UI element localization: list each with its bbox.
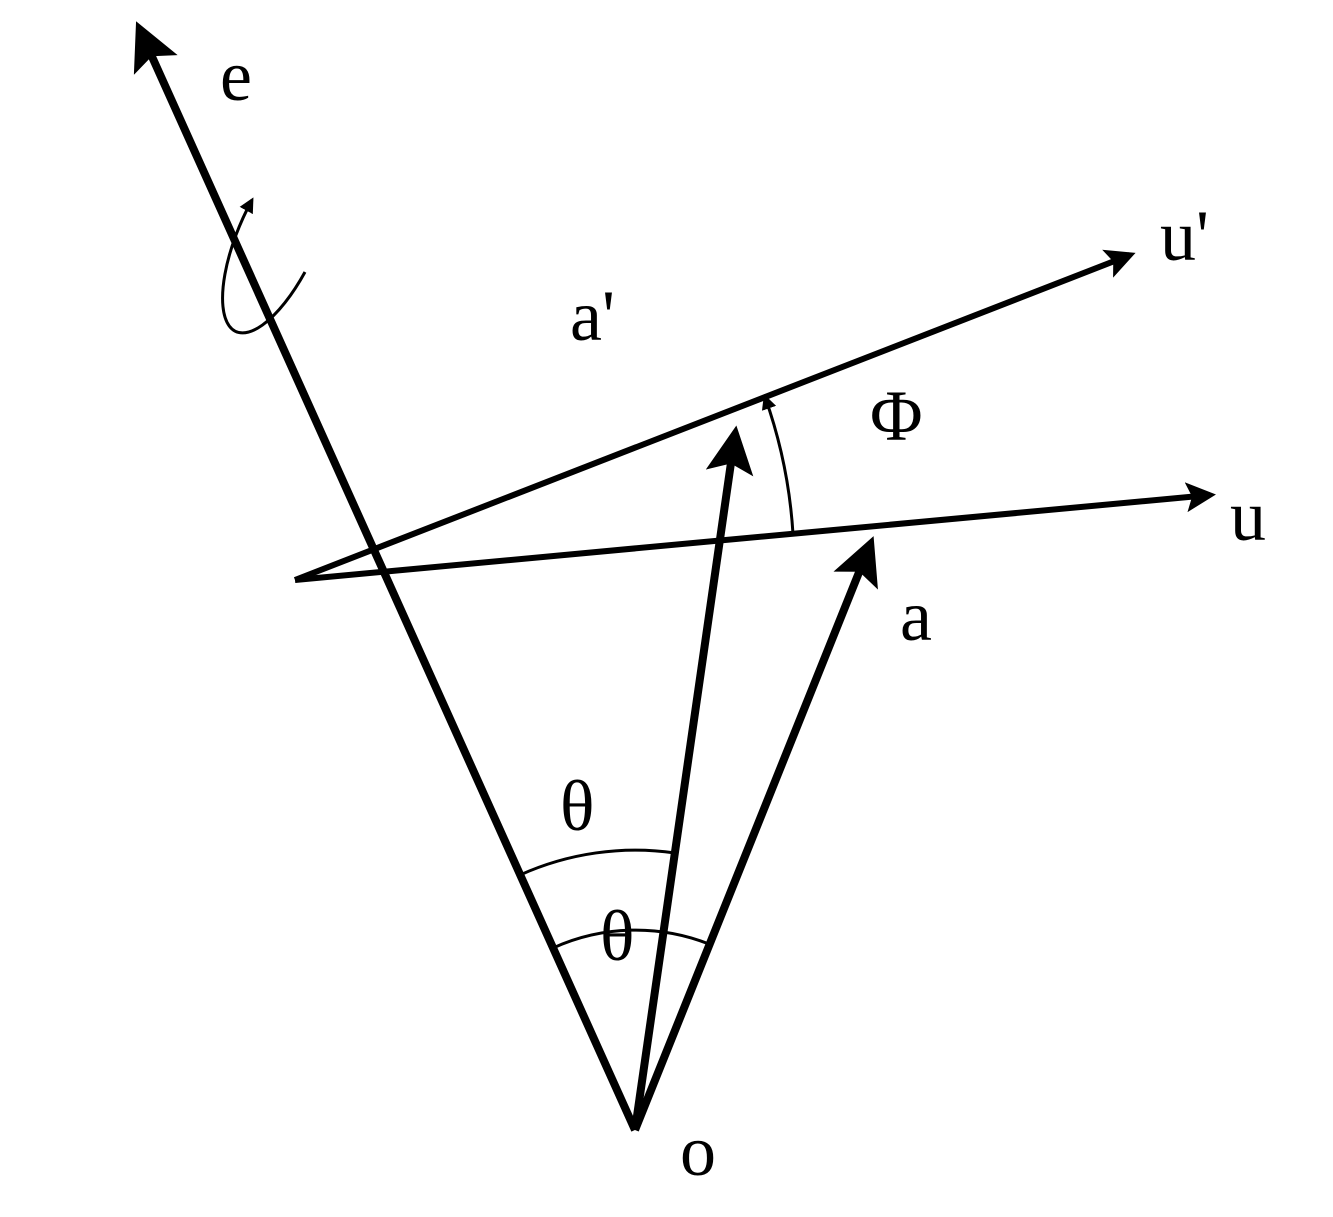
vector-u bbox=[295, 495, 1210, 580]
label-u-prime: u' bbox=[1160, 196, 1209, 276]
label-theta-lower: θ bbox=[600, 896, 635, 976]
vector-e bbox=[140, 30, 635, 1130]
label-theta-upper: θ bbox=[560, 766, 595, 846]
label-a-prime: a' bbox=[570, 276, 615, 356]
label-a: a bbox=[900, 576, 932, 656]
arc-phi bbox=[765, 397, 793, 534]
vector-a bbox=[635, 545, 870, 1130]
label-origin: o bbox=[680, 1111, 716, 1191]
label-e: e bbox=[220, 36, 252, 116]
vector-u-prime bbox=[295, 255, 1130, 580]
label-phi: Φ bbox=[870, 376, 923, 456]
label-u: u bbox=[1230, 476, 1266, 556]
vector-diagram: e a' u' Φ u a θ θ o bbox=[0, 0, 1333, 1217]
arc-theta-upper bbox=[520, 850, 675, 875]
